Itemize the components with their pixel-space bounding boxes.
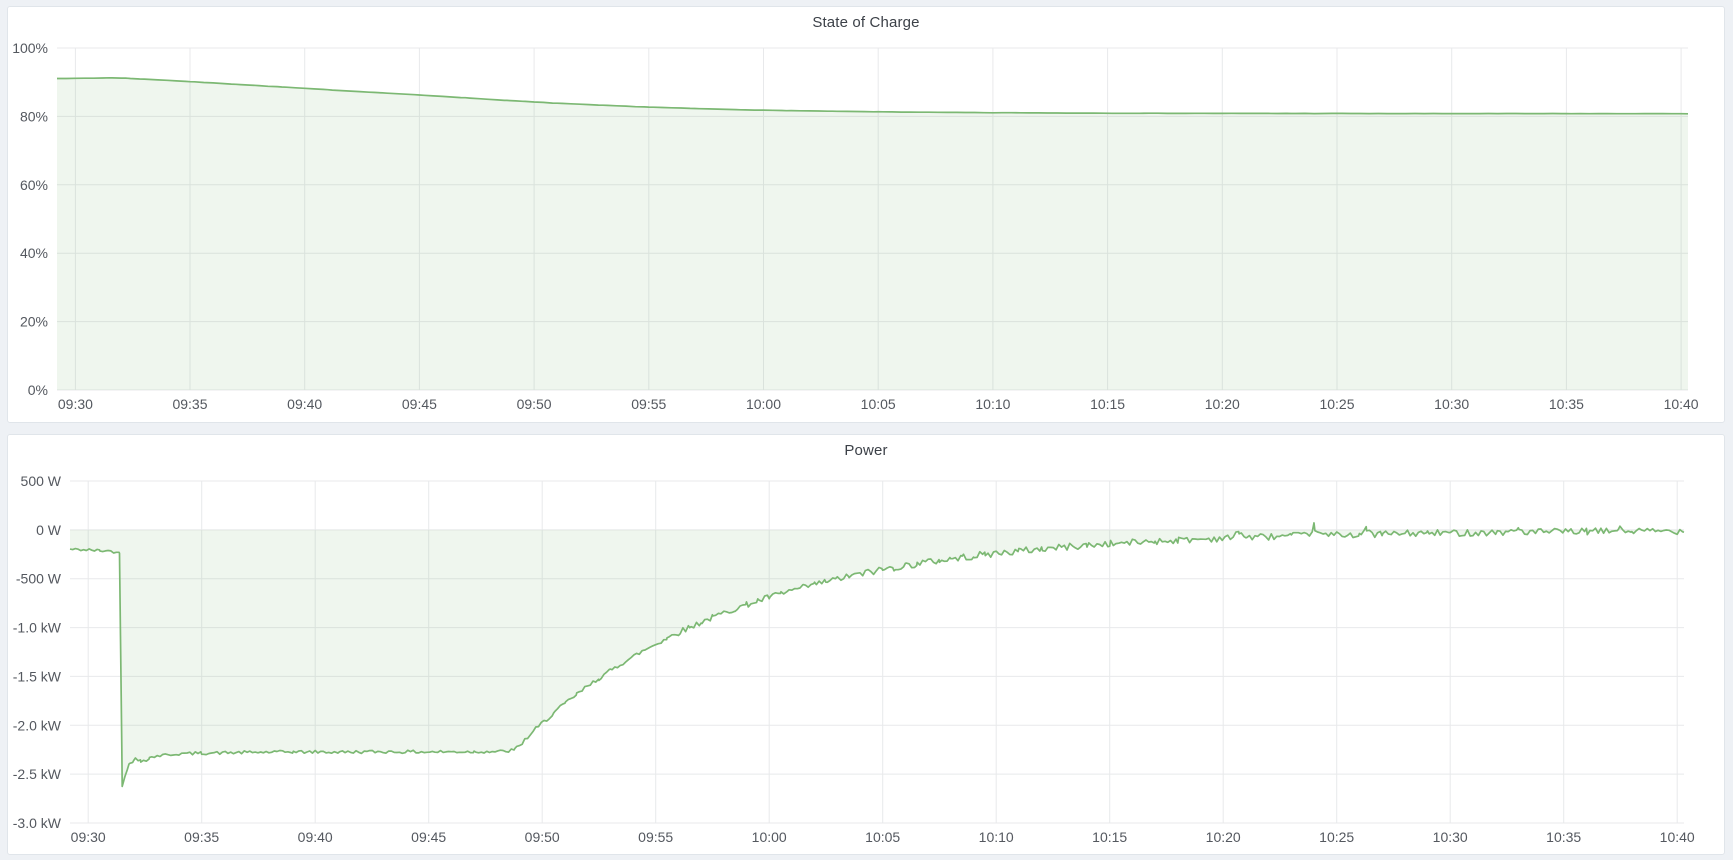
- svg-text:10:40: 10:40: [1660, 829, 1695, 845]
- svg-text:10:25: 10:25: [1319, 396, 1354, 412]
- svg-text:60%: 60%: [20, 177, 48, 193]
- svg-text:10:05: 10:05: [861, 396, 896, 412]
- svg-text:100%: 100%: [12, 40, 48, 56]
- soc-svg: 0%20%40%60%80%100%09:30 09:35 09:40 09:45 09…: [12, 40, 1699, 412]
- svg-text:09:35: 09:35: [184, 829, 219, 845]
- svg-text:10:05: 10:05: [865, 829, 900, 845]
- svg-text:10:00: 10:00: [752, 829, 787, 845]
- svg-text:500 W: 500 W: [21, 473, 62, 489]
- svg-text:10:20: 10:20: [1206, 829, 1241, 845]
- power-gridlines: [70, 480, 1684, 824]
- soc-y-axis-labels: 0% 20% 40% 60% 80% 100%: [12, 40, 48, 398]
- power-chart[interactable]: 500 W 0 W -500 W -1.0 kW -1.5 kW -2.0 kW -2.5 …: [8, 435, 1724, 854]
- state-of-charge-chart[interactable]: 0% 20% 40% 60% 80% 100% 09:30 09:35 09:40 09:45 09…: [8, 7, 1724, 422]
- soc-series-line: [57, 76, 1689, 115]
- svg-text:-1.0 kW: -1.0 kW: [13, 620, 62, 636]
- svg-text:10:10: 10:10: [979, 829, 1014, 845]
- soc-gridlines: [57, 47, 1688, 391]
- svg-text:09:40: 09:40: [298, 829, 333, 845]
- svg-text:09:45: 09:45: [402, 396, 437, 412]
- svg-text:09:40: 09:40: [287, 396, 322, 412]
- svg-text:-3.0 kW: -3.0 kW: [13, 815, 62, 831]
- svg-text:10:35: 10:35: [1549, 396, 1584, 412]
- svg-text:10:10: 10:10: [975, 396, 1010, 412]
- svg-text:80%: 80%: [20, 108, 48, 124]
- svg-text:09:55: 09:55: [631, 396, 666, 412]
- soc-x-axis-labels: 09:30 09:35 09:40 09:45 09:50 09:55 10:00 10:05…: [58, 396, 1699, 412]
- svg-text:-2.5 kW: -2.5 kW: [13, 766, 62, 782]
- svg-text:09:55: 09:55: [638, 829, 673, 845]
- power-y-axis-labels: 500 W 0 W -500 W -1.0 kW -1.5 kW -2.0 kW -2.5 …: [13, 473, 62, 831]
- svg-text:10:00: 10:00: [746, 396, 781, 412]
- svg-text:09:45: 09:45: [411, 829, 446, 845]
- svg-text:09:35: 09:35: [172, 396, 207, 412]
- svg-text:10:15: 10:15: [1092, 829, 1127, 845]
- svg-text:10:30: 10:30: [1433, 829, 1468, 845]
- svg-text:0 W: 0 W: [36, 522, 62, 538]
- svg-text:0%: 0%: [28, 382, 48, 398]
- soc-series-fill: [57, 77, 1688, 391]
- svg-text:-2.0 kW: -2.0 kW: [13, 717, 62, 733]
- svg-text:10:40: 10:40: [1664, 396, 1699, 412]
- svg-text:10:35: 10:35: [1546, 829, 1581, 845]
- svg-text:40%: 40%: [20, 245, 48, 261]
- svg-text:10:30: 10:30: [1434, 396, 1469, 412]
- svg-text:-500 W: -500 W: [16, 571, 62, 587]
- state-of-charge-panel: State of Charge 0% 20% 40% 60% 80% 100% 09:30 0…: [7, 6, 1725, 423]
- power-series-line: [69, 522, 1685, 788]
- power-x-axis-labels: 09:30 09:35 09:40 09:45 09:50 09:55 10:00 10:05…: [71, 829, 1695, 845]
- svg-text:10:15: 10:15: [1090, 396, 1125, 412]
- svg-text:-1.5 kW: -1.5 kW: [13, 668, 62, 684]
- power-svg: 500 W 0 W -500 W -1.0 kW -1.5 kW -2.0 kW -2.5 …: [13, 473, 1695, 845]
- svg-text:10:20: 10:20: [1205, 396, 1240, 412]
- svg-text:09:30: 09:30: [71, 829, 106, 845]
- svg-text:09:50: 09:50: [525, 829, 560, 845]
- svg-text:10:25: 10:25: [1319, 829, 1354, 845]
- svg-text:09:50: 09:50: [517, 396, 552, 412]
- svg-text:09:30: 09:30: [58, 396, 93, 412]
- svg-text:20%: 20%: [20, 314, 48, 330]
- power-series-fill: [70, 522, 1684, 787]
